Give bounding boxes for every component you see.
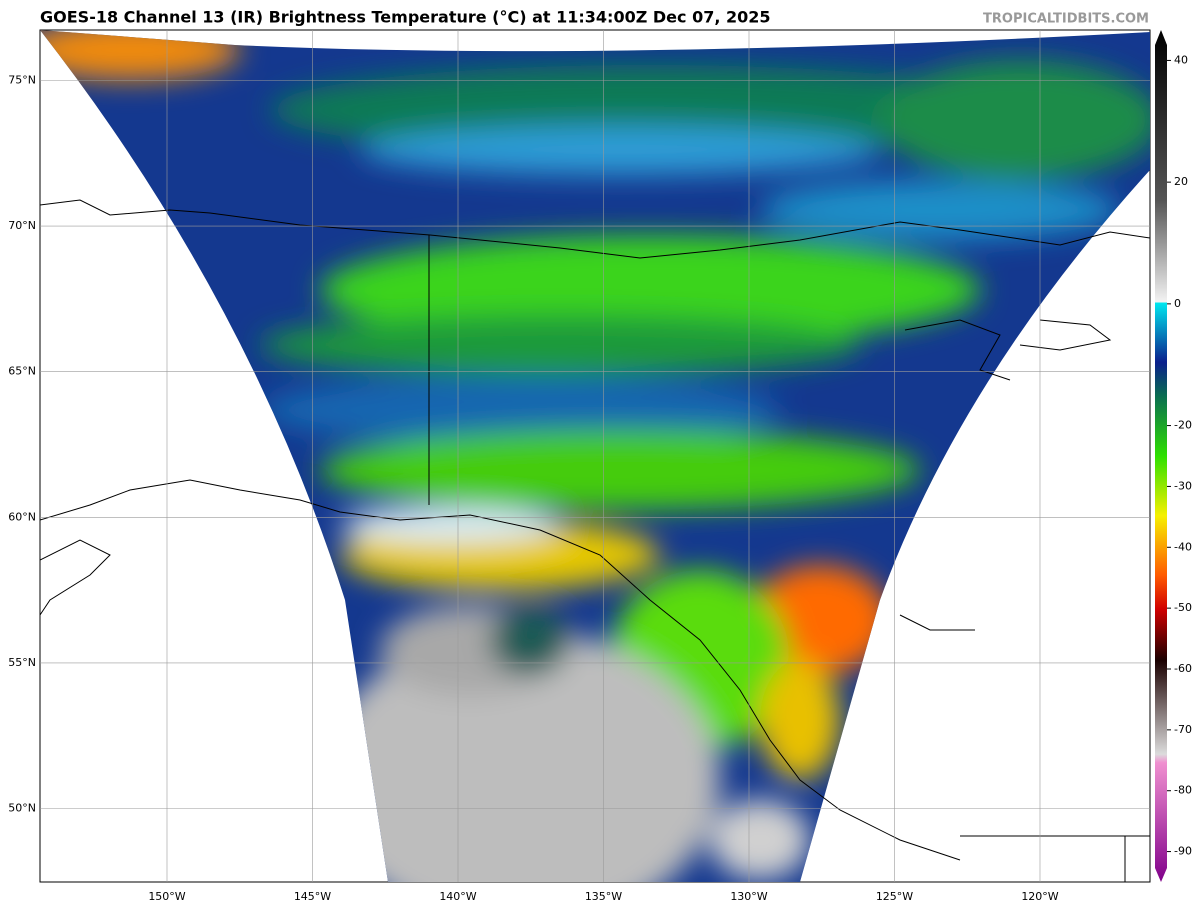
- colorbar-tick-label: -20: [1174, 419, 1192, 432]
- longitude-label: 140°W: [439, 890, 476, 903]
- colorbar-tick-label: -80: [1174, 784, 1192, 797]
- colorbar-tick-label: -70: [1174, 723, 1192, 736]
- colorbar-tick-label: 40: [1174, 53, 1188, 66]
- colorbar-tick-label: -50: [1174, 601, 1192, 614]
- latitude-label: 55°N: [8, 656, 36, 669]
- colorbar-tick-label: -60: [1174, 662, 1192, 675]
- colorbar-tick-label: -90: [1174, 845, 1192, 858]
- longitude-label: 150°W: [148, 890, 185, 903]
- map-title: GOES-18 Channel 13 (IR) Brightness Tempe…: [40, 8, 771, 27]
- longitude-label: 125°W: [876, 890, 913, 903]
- coastlines: [40, 199, 1150, 882]
- latitude-label: 60°N: [8, 510, 36, 523]
- colorbar-tick-label: 20: [1174, 175, 1188, 188]
- colorbar-tick-label: 0: [1174, 297, 1181, 310]
- latitude-label: 75°N: [8, 74, 36, 87]
- colorbar-tick-label: -40: [1174, 540, 1192, 553]
- longitude-label: 130°W: [730, 890, 767, 903]
- longitude-label: 145°W: [294, 890, 331, 903]
- longitude-label: 120°W: [1021, 890, 1058, 903]
- credit: TROPICALTIDBITS.COM: [983, 12, 1149, 27]
- latitude-label: 70°N: [8, 219, 36, 232]
- latitude-label: 50°N: [8, 802, 36, 815]
- colorbar-tick-label: -30: [1174, 479, 1192, 492]
- latitude-label: 65°N: [8, 365, 36, 378]
- longitude-label: 135°W: [585, 890, 622, 903]
- graticule: [40, 30, 1150, 882]
- colorbar: [1155, 30, 1167, 882]
